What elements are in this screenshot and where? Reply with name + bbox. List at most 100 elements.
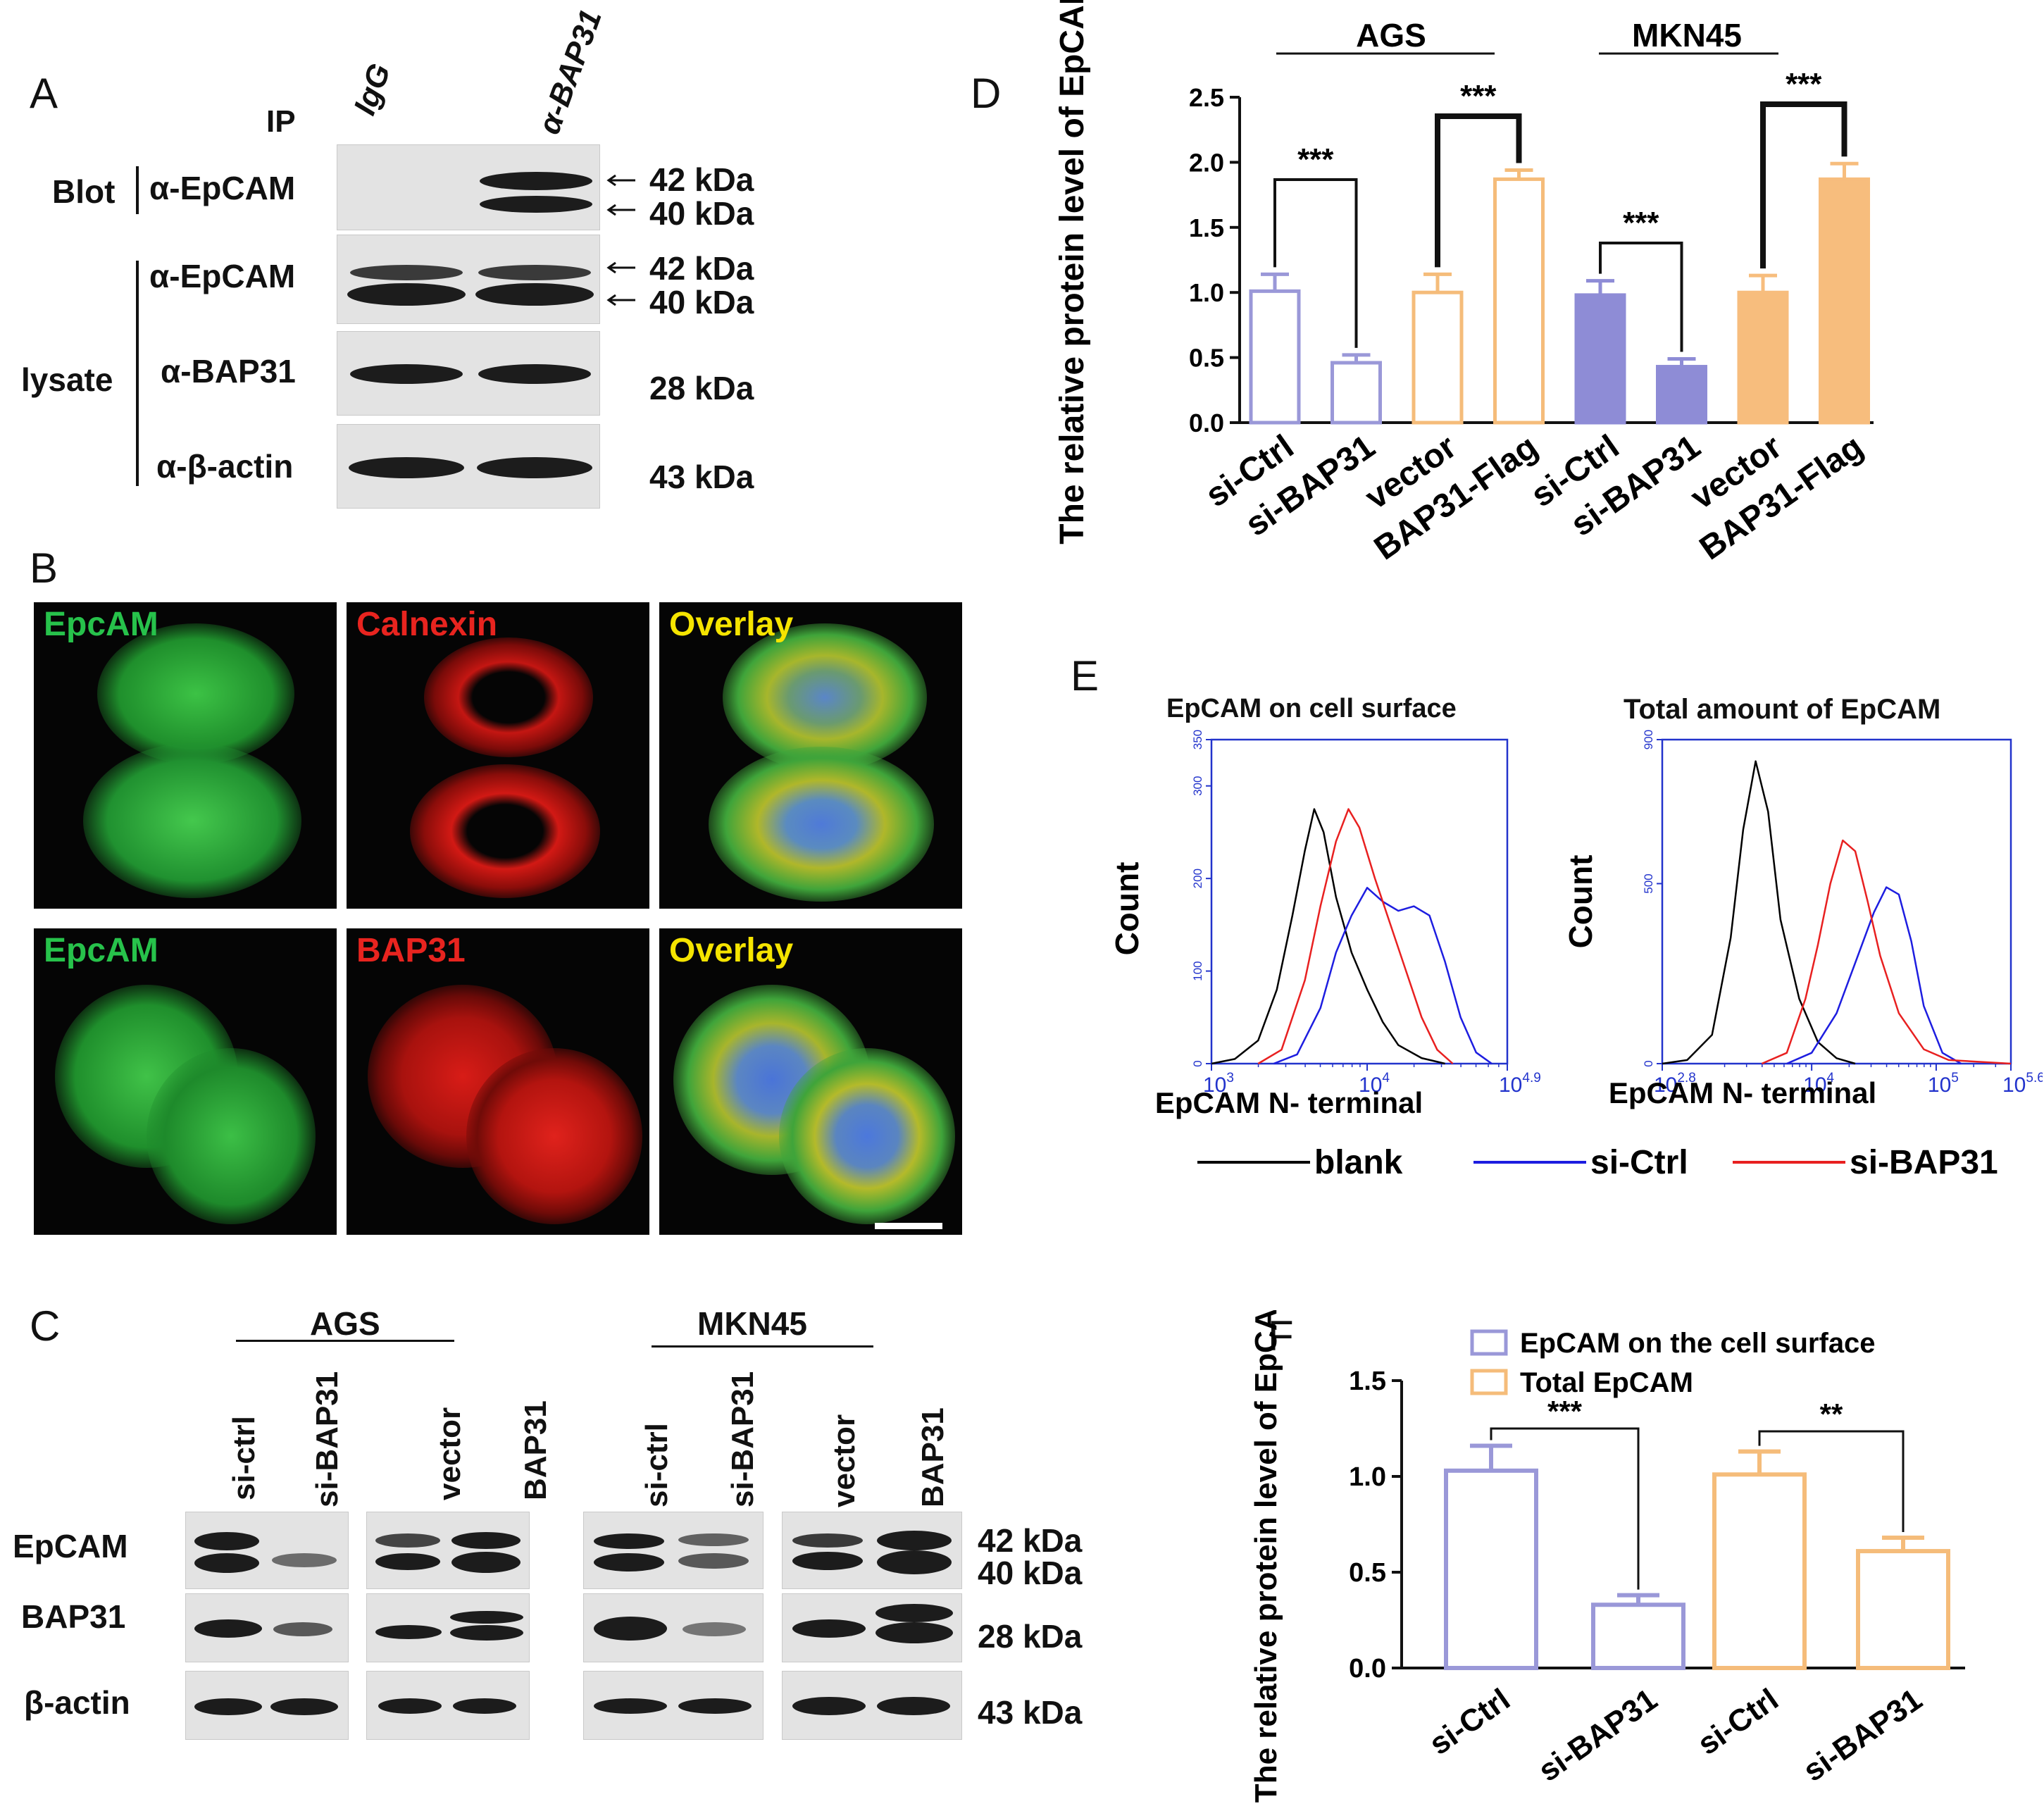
row-antibody: α-BAP31 (161, 353, 296, 390)
bar (1856, 1549, 1950, 1670)
blot-ip-epcam (337, 144, 600, 230)
row-antibody: α-EpCAM (149, 170, 296, 206)
bar (1331, 361, 1382, 425)
blot-c-bap31-ags-ov (366, 1593, 530, 1662)
micrograph-epcam-1: EpcAM (34, 602, 337, 909)
blot-c-epcam-mkn-si (583, 1512, 764, 1589)
mw-label: 43 kDa (978, 1694, 1083, 1731)
category-label: si-BAP31 (1532, 1682, 1663, 1788)
y-axis-label: The relative protein level of EpCAM (1249, 1310, 1283, 1803)
blot-c-bap31-mkn-ov (782, 1593, 962, 1662)
y-axis-label: The relative protein level of EpCAM (1054, 0, 1091, 544)
mw-label: 42 kDa (978, 1522, 1083, 1559)
micrograph-epcam-2: EpcAM (34, 928, 337, 1235)
y-tick-label: 1.0 (1189, 278, 1224, 307)
micrograph-overlay-2: Overlay (659, 928, 962, 1235)
significance-label: *** (1786, 67, 1822, 101)
micrograph-overlay-1: Overlay (659, 602, 962, 909)
lane-label: BAP31 (916, 1407, 950, 1507)
lysate-label: lysate (21, 361, 113, 398)
histogram-series (1761, 839, 2012, 1065)
y-tick-label: 200 (1191, 869, 1204, 888)
histogram-series (1257, 808, 1454, 1065)
row-antibody: α-β-actin (156, 448, 294, 485)
y-tick-label: 350 (1191, 730, 1204, 749)
y-tick-label: 1.0 (1349, 1462, 1386, 1492)
category-label: si-Ctrl (1691, 1682, 1784, 1762)
bar (1493, 177, 1545, 425)
significance: *** *** *** *** (1273, 67, 1847, 352)
x-tick-label: 105 (1928, 1071, 1959, 1097)
micrograph-label: Calnexin (356, 606, 498, 643)
histogram-legend: blank si-Ctrl si-BAP31 (1197, 1144, 1998, 1181)
mw-label: 42 kDa (649, 161, 754, 198)
significance: *** ** (1490, 1395, 1905, 1590)
significance-bracket (1273, 178, 1358, 348)
bar (1444, 1468, 1538, 1670)
x-tick-label: 103 (1203, 1071, 1234, 1097)
histograms: Count Count 0 100 200 300 350 103 104 104.9 0 50… (1109, 730, 2043, 1119)
row-antibody: α-EpCAM (149, 258, 296, 294)
x-tick-label: 104.9 (1499, 1071, 1541, 1097)
lane-label: si-BAP31 (725, 1371, 760, 1507)
bar (1737, 290, 1789, 425)
histogram-right: 0 500 900 102.8 104 105 105.6 (1642, 730, 2043, 1097)
legend-label: si-BAP31 (1850, 1144, 1998, 1181)
blot-c-epcam-ags-si (185, 1512, 349, 1589)
x-tick-label: 105.6 (2002, 1071, 2043, 1097)
significance-bracket (1599, 242, 1683, 352)
blot-c-actin-mkn-si (583, 1671, 764, 1740)
histogram-series (1786, 886, 1962, 1065)
lane-label: si-ctrl (227, 1416, 261, 1500)
blot-row-label: β-actin (24, 1684, 130, 1721)
legend-label: blank (1314, 1144, 1403, 1181)
bar (1819, 177, 1870, 425)
lane-igg-label: IgG (347, 58, 398, 120)
chart-f: EpCAM on the cell surface Total EpCAM The… (1249, 1310, 1965, 1803)
panel-f-letter: F (1268, 1312, 1294, 1359)
x-tick-label: 104 (1803, 1071, 1834, 1097)
y-tick-label: 0.0 (1189, 409, 1224, 437)
lane-label: vector (432, 1407, 467, 1500)
group-label: AGS (310, 1305, 380, 1342)
y-axis-label: Count (1109, 862, 1145, 956)
y-tick-label: 2.5 (1189, 83, 1224, 112)
group-underline (236, 1340, 454, 1342)
chart-d: AGS MKN45 The relative protein level of … (1054, 0, 1874, 568)
group-underline (652, 1345, 873, 1348)
mw-label: 28 kDa (978, 1618, 1083, 1655)
lane-label: vector (827, 1414, 861, 1507)
y-tick-label: 900 (1642, 730, 1655, 749)
bar (1249, 289, 1301, 425)
y-tick-label: 0.0 (1349, 1654, 1386, 1684)
category-labels: si-Ctrlsi-BAP31vectorBAP31-Flagsi-Ctrlsi… (1199, 428, 1870, 568)
mw-label: 40 kDa (649, 195, 754, 232)
legend-label: EpCAM on the cell surface (1520, 1328, 1876, 1359)
plot-frame (1661, 738, 2012, 1065)
blot-lysate-actin (337, 424, 600, 509)
group-label: AGS (1356, 17, 1426, 54)
y-axis-label: Count (1562, 855, 1599, 949)
legend-swatch (1470, 1369, 1508, 1395)
mw-arrows (606, 174, 635, 306)
blot-c-actin-ags-ov (366, 1671, 530, 1740)
histogram-left: 0 100 200 300 350 103 104 104.9 (1191, 730, 1541, 1097)
y-tick-label: 1.5 (1189, 213, 1224, 242)
histogram-series (1211, 808, 1445, 1065)
micrograph-calnexin: Calnexin (347, 602, 649, 909)
plot-frame (1210, 738, 1509, 1065)
bar (1712, 1472, 1807, 1670)
scale-bar (875, 1223, 942, 1229)
bars (1249, 161, 1870, 425)
lane-label: BAP31 (518, 1400, 553, 1500)
bar (1574, 293, 1626, 425)
blot-lysate-bap31 (337, 331, 600, 416)
bar (1591, 1602, 1685, 1670)
lane-label: si-ctrl (640, 1423, 674, 1507)
category-label: si-Ctrl (1423, 1682, 1516, 1762)
panel-d-letter: D (971, 70, 1002, 117)
histogram-title: Total amount of EpCAM (1624, 694, 1941, 725)
mw-label: 40 kDa (978, 1555, 1083, 1591)
blot-c-actin-ags-si (185, 1671, 349, 1740)
x-axis-label: EpCAM N- terminal (1155, 1086, 1423, 1119)
